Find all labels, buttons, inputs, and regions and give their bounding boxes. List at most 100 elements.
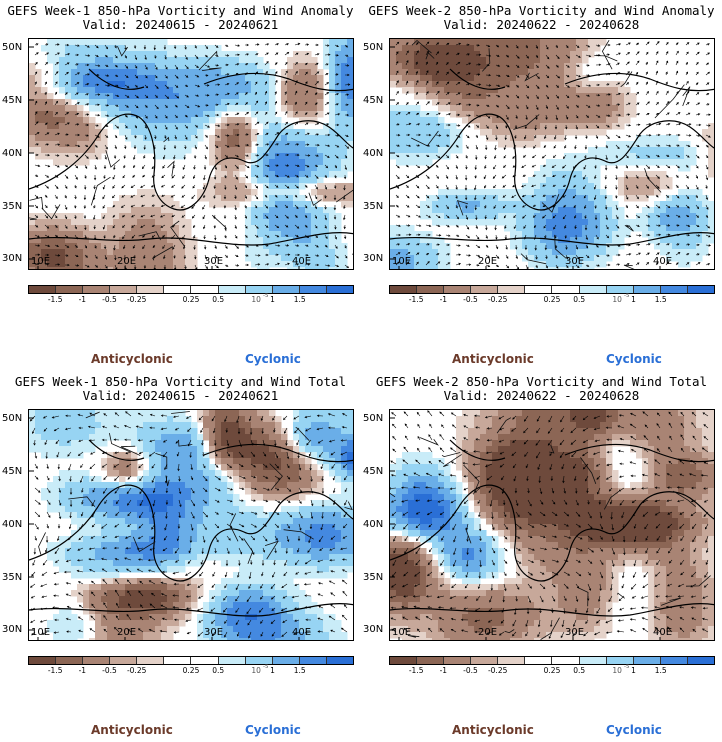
colorbar-segment (164, 286, 192, 293)
colorbar-segment (326, 286, 353, 293)
coastline (29, 439, 353, 617)
panel-valid-dates: Valid: 20240622 - 20240628 (443, 17, 640, 32)
colorbar-segment (110, 657, 138, 664)
colorbar-tick-label: 0.25 (182, 666, 200, 675)
colorbar-tick-label: -0.5 (463, 295, 478, 304)
coastline (29, 68, 353, 246)
colorbar-scale-label: 10 (612, 295, 622, 304)
cyclonic-label: Cyclonic (606, 352, 662, 366)
colorbar-tick-label: -1.5 (408, 666, 424, 675)
colorbar-tick-label: 1 (631, 666, 636, 675)
lon-label-30e: 30E (204, 256, 224, 267)
lat-label-35n: 35N (363, 572, 384, 583)
colorbar (389, 656, 715, 665)
lat-label-45n: 45N (2, 466, 23, 477)
colorbar-tick-label: -0.5 (102, 666, 117, 675)
lon-label-40e: 40E (653, 627, 673, 638)
colorbar (389, 285, 715, 294)
colorbar-segment (498, 657, 526, 664)
lat-label-45n: 45N (363, 466, 384, 477)
panel-week2-total: GEFS Week-2 850-hPa Vorticity and Wind T… (361, 371, 722, 742)
lon-label-20e: 20E (478, 256, 498, 267)
colorbar-tick-label: 1 (270, 666, 275, 675)
colorbar-tick-label: 0.5 (573, 295, 586, 304)
axis-ticks (390, 46, 661, 269)
colorbar-segment (552, 657, 580, 664)
colorbar (28, 285, 354, 294)
lat-label-30n: 30N (363, 624, 384, 635)
vorticity-field (29, 39, 353, 269)
colorbar-scale-label: 10 (251, 295, 261, 304)
colorbar-segment (417, 657, 445, 664)
panel-valid-dates: Valid: 20240615 - 20240621 (82, 17, 279, 32)
colorbar-segment (579, 286, 607, 293)
colorbar-segment (326, 657, 353, 664)
colorbar-tick-label: 0.5 (212, 666, 225, 675)
country-borders (29, 45, 353, 269)
lat-label-30n: 30N (2, 624, 23, 635)
lat-label-40n: 40N (2, 148, 23, 159)
colorbar-tick-label: 1.5 (654, 295, 667, 304)
wind-vectors (390, 410, 709, 639)
panel-week2-anomaly: GEFS Week-2 850-hPa Vorticity and Wind A… (361, 0, 722, 371)
colorbar-tick-label: -1 (78, 666, 87, 675)
lat-label-50n: 50N (2, 413, 23, 424)
lat-label-45n: 45N (363, 95, 384, 106)
lon-label-10e: 10E (31, 627, 51, 638)
colorbar-tick-label: 0.5 (573, 666, 586, 675)
cyclonic-label: Cyclonic (606, 723, 662, 737)
wind-vectors (34, 42, 351, 269)
colorbar-segment (687, 286, 714, 293)
lon-label-20e: 20E (117, 256, 137, 267)
colorbar-scale-label: 10 (612, 666, 622, 675)
colorbar-tick-label: -1 (439, 295, 448, 304)
colorbar-tick-label: -1.5 (47, 295, 63, 304)
colorbar-segment (525, 657, 553, 664)
colorbar-segment (660, 286, 688, 293)
colorbar-segment (390, 657, 418, 664)
lon-label-30e: 30E (204, 627, 224, 638)
axis-ticks (390, 417, 661, 640)
lon-label-30e: 30E (565, 627, 585, 638)
colorbar-tick-label: -0.25 (126, 666, 147, 675)
colorbar-tick-label: 1 (270, 295, 275, 304)
panel-valid-dates: Valid: 20240622 - 20240628 (443, 388, 640, 403)
colorbar-segment (660, 657, 688, 664)
lat-label-45n: 45N (2, 95, 23, 106)
colorbar-segment (444, 657, 472, 664)
coastline (390, 68, 714, 246)
vorticity-map (28, 38, 354, 270)
lat-label-35n: 35N (363, 201, 384, 212)
colorbar-segment (83, 286, 111, 293)
lon-label-40e: 40E (292, 627, 312, 638)
colorbar-segment (606, 286, 634, 293)
colorbar-segment (633, 286, 661, 293)
colorbar-segment (606, 657, 634, 664)
colorbar (28, 656, 354, 665)
cyclonic-label: Cyclonic (245, 352, 301, 366)
colorbar-segment (29, 286, 57, 293)
colorbar-segment (471, 286, 499, 293)
wind-vectors (29, 411, 348, 639)
panel-week1-anomaly: GEFS Week-1 850-hPa Vorticity and Wind A… (0, 0, 361, 371)
colorbar-tick-label: -1.5 (47, 666, 63, 675)
colorbar-tick-label: -0.5 (463, 666, 478, 675)
colorbar-segment (552, 286, 580, 293)
panel-valid-dates: Valid: 20240615 - 20240621 (82, 388, 279, 403)
colorbar-segment (579, 657, 607, 664)
colorbar-segment (245, 657, 273, 664)
lon-label-30e: 30E (565, 256, 585, 267)
colorbar-tick-label: -0.5 (102, 295, 117, 304)
lat-label-30n: 30N (363, 253, 384, 264)
colorbar-segment (218, 657, 246, 664)
vorticity-field (390, 410, 714, 640)
lat-label-50n: 50N (363, 42, 384, 53)
colorbar-segment (29, 657, 57, 664)
panel-title: GEFS Week-2 850-hPa Vorticity and Wind T… (375, 374, 708, 389)
vorticity-field (390, 39, 714, 269)
colorbar-tick-label: 1.5 (654, 666, 667, 675)
lat-label-50n: 50N (2, 42, 23, 53)
colorbar-tick-label: -1 (78, 295, 87, 304)
axis-ticks (29, 417, 300, 640)
vorticity-map (389, 38, 715, 270)
